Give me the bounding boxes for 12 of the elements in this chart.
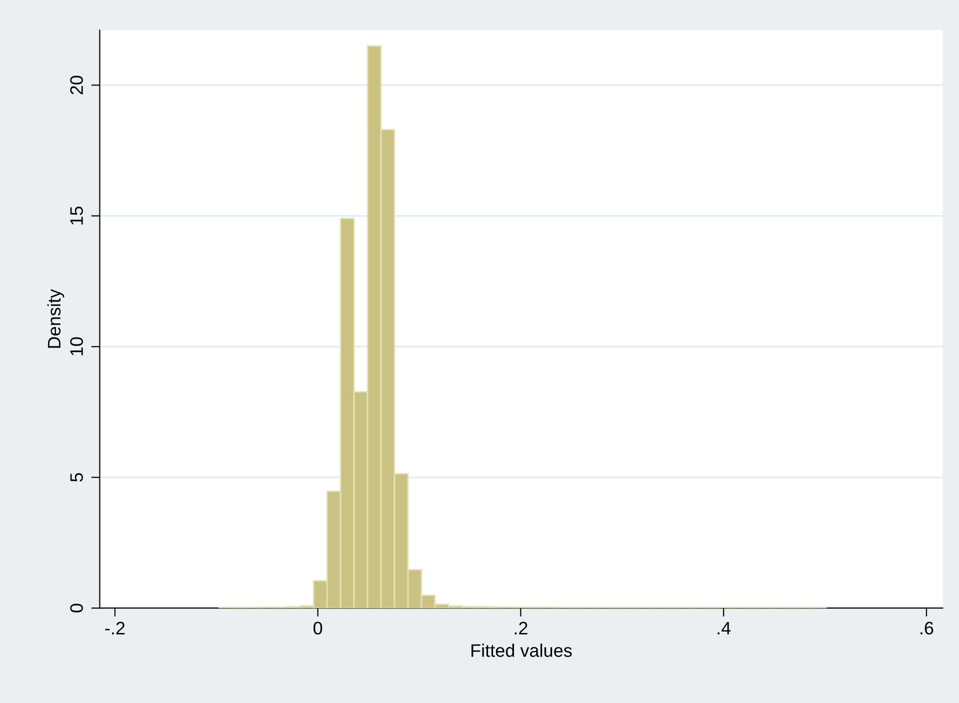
x-tick-label: -.2: [105, 622, 125, 634]
y-tick-label: 15: [70, 206, 83, 225]
y-tick-label: 20: [70, 76, 83, 94]
x-tick-label: 0: [314, 622, 322, 635]
x-axis-title: Fitted values: [472, 644, 572, 657]
y-tick-label: 0: [70, 604, 83, 612]
x-tick-label: .6: [920, 622, 934, 635]
x-tick-label: .4: [718, 622, 731, 634]
y-tick-label: 10: [70, 337, 83, 356]
y-axis-title: Density: [47, 289, 64, 348]
y-tick-label: 5: [70, 473, 83, 482]
x-tick-label: .2: [514, 622, 528, 634]
